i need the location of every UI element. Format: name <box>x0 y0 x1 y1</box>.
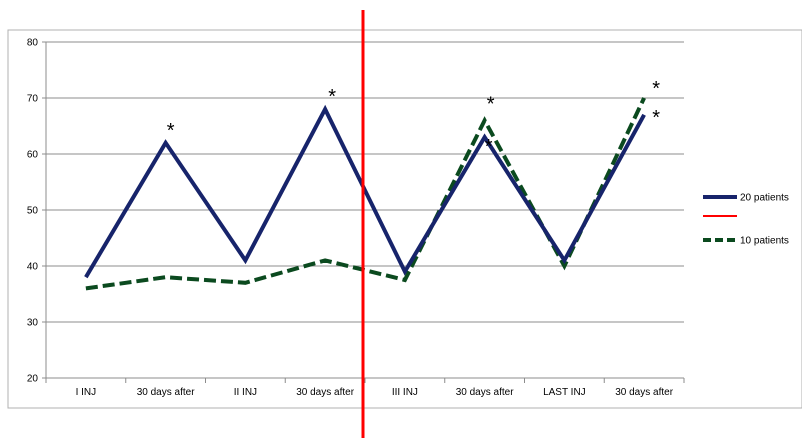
x-axis-ticks: I INJ 30 days after II INJ 30 days after III… <box>45 378 685 398</box>
series-line-20-patients <box>84 104 646 279</box>
legend-label: 10 patients <box>740 236 789 247</box>
legend: 20 patients 10 patients <box>703 193 789 247</box>
y-axis-ticks: 20 30 40 50 60 70 80 <box>27 38 46 385</box>
y-tick-label: 20 <box>27 374 39 385</box>
significance-marker: * <box>652 78 660 100</box>
x-tick-label: LAST INJ <box>543 387 586 398</box>
x-tick-label: III INJ <box>392 387 418 398</box>
legend-label: 20 patients <box>740 193 789 204</box>
x-tick-label: I INJ <box>76 387 97 398</box>
gridlines <box>46 41 684 379</box>
series-lines <box>84 97 646 291</box>
annotations: * * * * * * <box>167 78 661 158</box>
chart-border <box>7 29 802 409</box>
y-tick-label: 60 <box>27 150 39 161</box>
y-tick-label: 70 <box>27 94 39 105</box>
x-tick-label: II INJ <box>234 387 257 398</box>
y-tick-label: 80 <box>27 38 39 49</box>
significance-marker: * <box>328 86 336 108</box>
series-line-10-patients <box>85 97 646 291</box>
significance-marker: * <box>167 120 175 142</box>
y-tick-label: 30 <box>27 318 39 329</box>
x-tick-label: 30 days after <box>456 387 514 398</box>
x-tick-label: 30 days after <box>137 387 195 398</box>
x-tick-label: 30 days after <box>296 387 354 398</box>
significance-marker: * <box>652 107 660 129</box>
x-tick-label: 30 days after <box>615 387 673 398</box>
significance-marker: * <box>485 136 493 158</box>
significance-marker: * <box>487 93 495 115</box>
y-tick-label: 50 <box>27 206 39 217</box>
y-tick-label: 40 <box>27 262 39 273</box>
